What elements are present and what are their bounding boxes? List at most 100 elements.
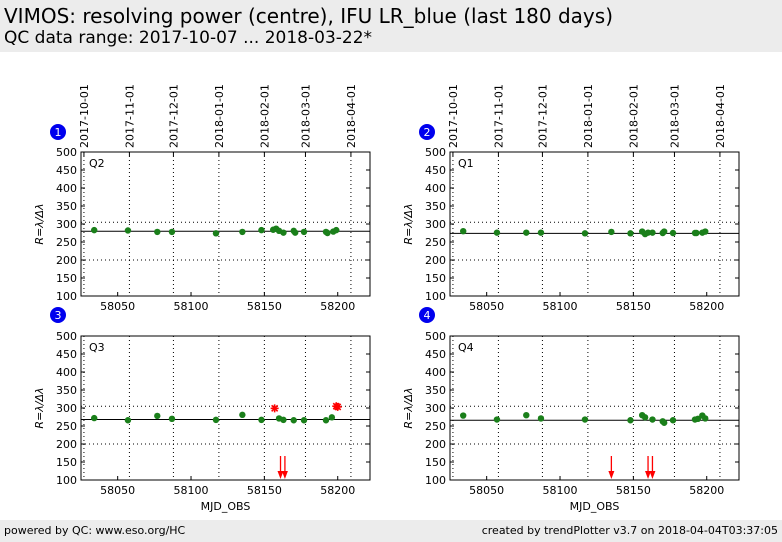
page-title: VIMOS: resolving power (centre), IFU LR_… — [4, 4, 613, 28]
arrow-head — [645, 471, 652, 479]
x-tick-label: 58050 — [469, 484, 504, 497]
data-point — [660, 419, 668, 426]
y-axis-label: R=λ/Δλ — [402, 203, 415, 244]
page-subtitle: QC data range: 2017-10-07 ... 2018-03-22… — [4, 28, 373, 48]
quadrant-label: Q1 — [458, 157, 474, 170]
data-point — [91, 226, 98, 234]
y-tick-label: 500 — [425, 330, 446, 343]
y-tick-label: 250 — [425, 420, 446, 433]
plot-frame — [449, 151, 740, 297]
x-tick-label: 58200 — [689, 484, 724, 497]
data-point — [168, 415, 176, 422]
y-tick-label: 500 — [56, 330, 77, 343]
outlier-marker — [333, 402, 342, 411]
outlier-marker — [270, 404, 279, 413]
date-tick-label: 2017-11-01 — [123, 84, 136, 148]
y-tick-label: 450 — [425, 164, 446, 177]
x-tick-label: 58050 — [469, 300, 504, 313]
x-tick-label: 58100 — [543, 300, 578, 313]
y-tick-label: 450 — [56, 348, 77, 361]
data-point — [124, 417, 132, 424]
y-tick-label: 200 — [56, 438, 77, 451]
data-point — [124, 227, 132, 234]
arrow-head — [277, 471, 284, 479]
y-tick-label: 200 — [425, 254, 446, 267]
panel-number: 3 — [55, 309, 62, 322]
data-point — [300, 417, 308, 424]
below-range-arrow — [608, 456, 615, 479]
data-point — [324, 229, 331, 237]
y-tick-label: 400 — [425, 182, 446, 195]
below-range-arrow — [649, 456, 656, 479]
data-point — [660, 228, 668, 235]
below-range-arrow — [281, 456, 288, 479]
outlier-stroke — [271, 404, 279, 412]
data-point — [328, 414, 336, 421]
x-tick-label: 58100 — [174, 484, 209, 497]
footer-generator: created by trendPlotter v3.7 on 2018-04-… — [481, 524, 778, 537]
data-point — [649, 416, 656, 423]
y-tick-label: 350 — [425, 200, 446, 213]
data-point — [322, 417, 330, 424]
y-tick-label: 150 — [425, 272, 446, 285]
y-axis-label: R=λ/Δλ — [33, 387, 46, 428]
y-tick-label: 150 — [56, 272, 77, 285]
data-point — [702, 415, 709, 422]
data-point — [280, 416, 287, 424]
arrow-head — [281, 471, 288, 479]
footer-bar: powered by QC: www.eso.org/HC created by… — [0, 520, 782, 542]
quadrant-label: Q3 — [89, 341, 105, 354]
data-point — [291, 229, 299, 236]
data-point — [641, 414, 649, 421]
arrow-head — [608, 471, 615, 479]
arrow-head — [649, 471, 656, 479]
y-tick-label: 100 — [56, 474, 77, 487]
date-tick-label: 2018-02-01 — [258, 84, 271, 148]
y-tick-label: 250 — [56, 420, 77, 433]
chart-panel-2: 100 150 200 250 300 350 400 450 500 58050 58100 581… — [402, 84, 740, 313]
y-tick-label: 500 — [425, 146, 446, 159]
data-point — [290, 417, 297, 424]
data-point — [581, 416, 589, 423]
data-point — [168, 228, 176, 236]
data-point — [239, 228, 246, 236]
y-tick-label: 400 — [56, 182, 77, 195]
panel-number-badge — [50, 124, 66, 140]
y-tick-label: 300 — [425, 402, 446, 415]
plot-frame — [449, 335, 740, 481]
data-point — [693, 229, 700, 237]
data-point — [627, 417, 634, 424]
data-point — [523, 412, 530, 419]
footer-credit: powered by QC: www.eso.org/HC — [4, 524, 186, 537]
data-point — [91, 414, 98, 422]
y-tick-label: 150 — [56, 456, 77, 469]
x-tick-label: 58100 — [174, 300, 209, 313]
panel-number-badge — [419, 124, 435, 140]
data-point — [581, 230, 589, 237]
data-point — [644, 229, 652, 236]
data-point — [300, 228, 308, 236]
date-tick-label: 2017-12-01 — [167, 84, 180, 148]
data-point — [460, 412, 467, 419]
y-tick-label: 350 — [56, 384, 77, 397]
data-point — [669, 417, 677, 424]
data-point — [493, 416, 501, 423]
y-tick-label: 250 — [56, 236, 77, 249]
y-tick-label: 450 — [56, 164, 77, 177]
chart-panel-1: 100 150 200 250 300 350 400 450 500 58050 58100 581… — [33, 84, 371, 313]
date-tick-label: 2017-12-01 — [536, 84, 549, 148]
data-point — [702, 228, 709, 235]
data-point — [258, 416, 265, 424]
date-tick-label: 2017-10-01 — [447, 84, 460, 148]
data-point — [669, 229, 677, 237]
y-tick-label: 450 — [425, 348, 446, 361]
x-tick-label: 58150 — [616, 300, 651, 313]
y-tick-label: 500 — [56, 146, 77, 159]
y-axis-label: R=λ/Δλ — [33, 203, 46, 244]
data-point — [154, 228, 161, 236]
panel-number: 4 — [424, 309, 431, 322]
panel-number: 1 — [55, 126, 62, 139]
data-point — [608, 228, 615, 236]
x-tick-label: 58150 — [616, 484, 651, 497]
x-tick-label: 58150 — [247, 484, 282, 497]
